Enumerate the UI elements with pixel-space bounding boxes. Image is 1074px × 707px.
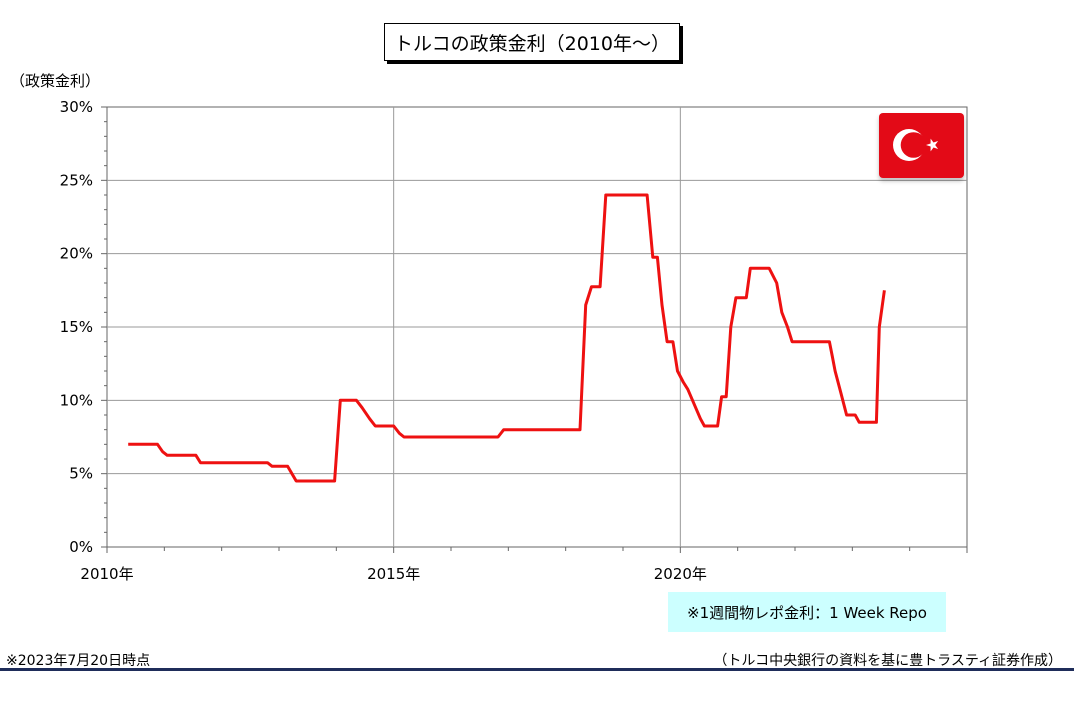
footer-date-note: ※2023年7月20日時点 bbox=[6, 653, 151, 669]
turkish-flag-icon bbox=[879, 113, 964, 178]
y-tick-label: 25% bbox=[60, 171, 93, 189]
x-tick-label: 2010年 bbox=[80, 565, 133, 583]
y-tick-label: 15% bbox=[60, 318, 93, 336]
footer-divider bbox=[0, 668, 1074, 671]
series-line-policy-rate bbox=[128, 193, 886, 483]
y-axis-label: （政策金利） bbox=[10, 72, 101, 90]
x-tick-label: 2015年 bbox=[367, 565, 420, 583]
footer-source-note: （トルコ中央銀行の資料を基に豊トラスティ証券作成） bbox=[713, 653, 1062, 669]
y-tick-label: 20% bbox=[60, 245, 93, 263]
x-tick-label: 2020年 bbox=[654, 565, 707, 583]
y-tick-label: 0% bbox=[69, 538, 93, 556]
y-tick-label: 5% bbox=[69, 465, 93, 483]
chart-title: トルコの政策金利（2010年〜） bbox=[384, 23, 680, 61]
note-box: ※1週間物レポ金利：1 Week Repo bbox=[668, 592, 946, 632]
y-tick-label: 30% bbox=[60, 98, 93, 116]
y-tick-label: 10% bbox=[60, 391, 93, 409]
